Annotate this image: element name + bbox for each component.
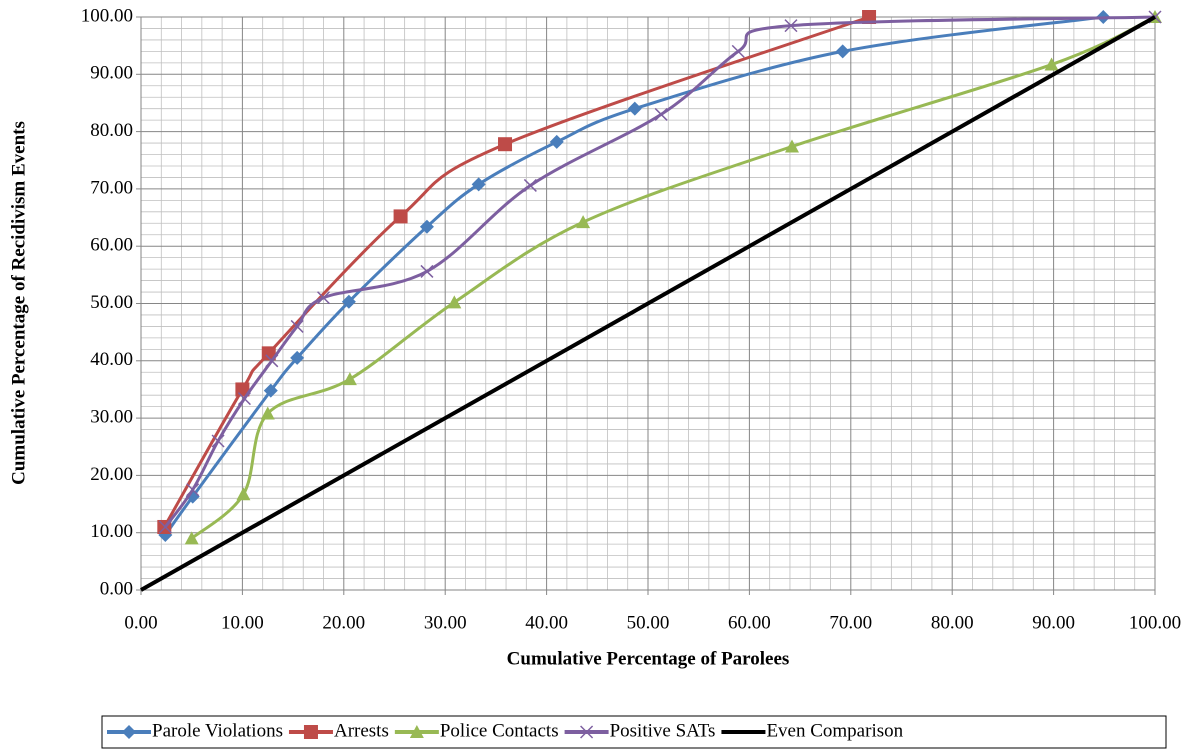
y-tick-label: 90.00: [90, 63, 133, 84]
data-point: [420, 264, 434, 278]
data-point: [419, 219, 434, 234]
data-point: [862, 10, 877, 24]
x-tick-label: 20.00: [322, 612, 365, 633]
data-point: [784, 139, 799, 153]
data-point: [316, 291, 331, 305]
data-point: [784, 19, 798, 33]
x-tick-label: 30.00: [424, 612, 467, 633]
x-tick-label: 70.00: [829, 612, 872, 633]
series-line: [164, 15, 1104, 536]
legend-label: Positive SATs: [610, 720, 716, 741]
y-tick-label: 30.00: [90, 406, 133, 427]
data-point: [447, 295, 462, 309]
x-tick-label: 60.00: [728, 612, 771, 633]
x-tick-label: 40.00: [525, 612, 568, 633]
data-point: [393, 209, 408, 224]
series-line: [140, 15, 1156, 592]
legend-label: Police Contacts: [440, 720, 559, 741]
y-tick-label: 70.00: [90, 177, 133, 198]
data-point: [158, 520, 172, 534]
data-point: [341, 294, 356, 309]
legend-marker: [580, 725, 594, 739]
legend-marker: [409, 725, 424, 738]
y-tick-label: 100.00: [81, 5, 133, 26]
data-point: [186, 483, 200, 497]
data-point: [236, 487, 251, 501]
data-point: [576, 215, 591, 229]
x-tick-label: 0.00: [124, 612, 157, 633]
legend-box: [101, 715, 1167, 749]
data-point: [835, 44, 850, 59]
y-tick-label: 20.00: [90, 464, 133, 485]
x-tick-label: 10.00: [221, 612, 264, 633]
data-point: [498, 137, 513, 152]
data-point: [342, 372, 357, 386]
x-tick-label: 50.00: [627, 612, 670, 633]
data-point: [263, 383, 278, 398]
y-tick-label: 10.00: [90, 521, 133, 542]
data-point: [523, 178, 537, 192]
data-point: [261, 346, 276, 361]
data-point: [211, 434, 225, 448]
legend-label: Arrests: [334, 720, 389, 741]
y-axis-title: Cumulative Percentage of Recidivism Even…: [8, 121, 29, 485]
x-axis-title: Cumulative Percentage of Parolees: [507, 648, 790, 669]
y-tick-label: 80.00: [90, 120, 133, 141]
data-point: [654, 107, 668, 121]
data-point: [184, 531, 199, 545]
data-point: [290, 319, 304, 333]
y-tick-label: 50.00: [90, 292, 133, 313]
legend-label: Even Comparison: [766, 720, 903, 741]
series-line: [190, 15, 1156, 540]
y-tick-label: 0.00: [100, 578, 133, 599]
series-line: [164, 15, 1156, 528]
data-point: [237, 392, 251, 406]
x-tick-label: 80.00: [931, 612, 974, 633]
data-point: [549, 134, 564, 149]
data-point: [265, 354, 279, 368]
data-point: [471, 177, 486, 192]
data-point: [1044, 57, 1059, 71]
legend-label: Parole Violations: [152, 720, 283, 741]
data-point: [290, 350, 305, 365]
data-point: [260, 406, 275, 420]
legend-marker: [303, 725, 318, 739]
legend-marker: [122, 725, 136, 739]
data-point: [731, 44, 745, 58]
x-tick-label: 90.00: [1032, 612, 1075, 633]
x-tick-label: 100.00: [1129, 612, 1181, 633]
y-tick-label: 40.00: [90, 349, 133, 370]
y-tick-label: 60.00: [90, 235, 133, 256]
data-point: [627, 101, 642, 116]
